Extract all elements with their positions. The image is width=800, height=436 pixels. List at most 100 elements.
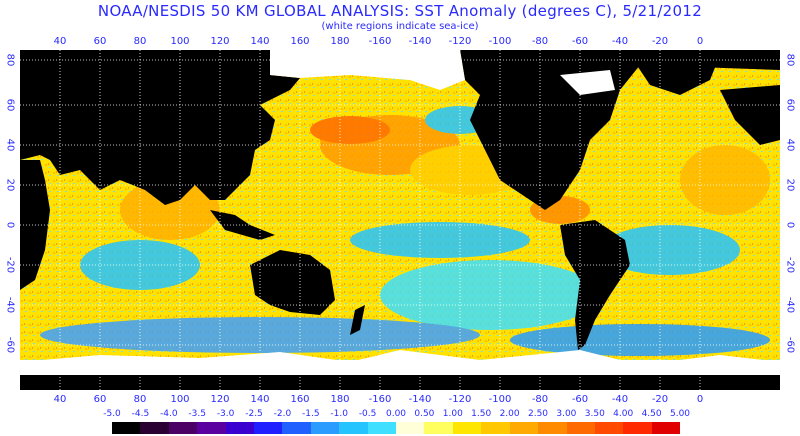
colorbar-swatch xyxy=(452,422,482,434)
lat-tick-label: 40 xyxy=(4,138,16,152)
antarctic-ice-edge xyxy=(20,350,780,370)
colorbar-swatch xyxy=(481,422,510,434)
lon-tick-label: 140 xyxy=(250,394,270,405)
hudson-ice xyxy=(560,70,615,95)
colorbar-swatch xyxy=(566,422,595,434)
colorbar-tick-label: 3.00 xyxy=(556,409,577,419)
lat-tick-label: -40 xyxy=(784,296,796,314)
patch xyxy=(600,225,740,275)
lat-tick-label: 80 xyxy=(784,53,796,67)
colorbar-tick-label: 3.50 xyxy=(584,409,605,419)
lat-tick-label: 60 xyxy=(4,98,16,112)
patch xyxy=(680,145,770,215)
colorbar-tick-label: 4.50 xyxy=(641,409,662,419)
lat-tick-label: -60 xyxy=(784,336,796,354)
lat-tick-label: -60 xyxy=(4,336,16,354)
lon-tick-label: 140 xyxy=(250,36,270,47)
map-subtitle: (white regions indicate sea-ice) xyxy=(321,21,479,32)
colorbar-tick-label: -5.0 xyxy=(103,409,121,419)
lon-tick-label: 180 xyxy=(330,394,350,405)
lon-tick-label: -80 xyxy=(531,36,549,47)
colorbar-tick-label: -3.0 xyxy=(216,409,235,419)
graticule xyxy=(20,50,780,390)
colorbar-swatch xyxy=(254,422,283,434)
latitude-axis-right: 80 60 40 20 0 -20 -40 -60 xyxy=(780,50,800,390)
colorbar-tick-label: 4.00 xyxy=(613,409,634,419)
colorbar-swatch xyxy=(140,422,169,434)
colorbar-swatch xyxy=(623,422,652,434)
lon-tick-label: -160 xyxy=(368,394,392,405)
colorbar-swatch xyxy=(112,422,141,434)
lon-tick-label: 0 xyxy=(696,394,704,405)
lat-tick-label: 80 xyxy=(4,53,16,67)
lon-tick-label: -20 xyxy=(651,394,669,405)
south-america xyxy=(560,220,630,350)
colorbar-labels: -5.0 -4.5 -4.0 -3.5 -3.0 -2.5 -2.0 -1.5 -1.0 -0.5… xyxy=(80,409,720,421)
colorbar xyxy=(112,422,681,434)
patch xyxy=(380,260,600,330)
colorbar-tick-label: -0.5 xyxy=(358,409,377,419)
lon-tick-label: -40 xyxy=(611,394,629,405)
lon-tick-label: -40 xyxy=(611,36,629,47)
lon-tick-label: 40 xyxy=(53,394,67,405)
colorbar-swatch xyxy=(310,422,340,434)
sst-anomaly-map xyxy=(20,50,780,390)
lat-tick-label: -20 xyxy=(784,256,796,274)
lon-tick-label: 60 xyxy=(93,394,107,405)
lon-tick-label: -120 xyxy=(448,36,472,47)
colorbar-swatch xyxy=(594,422,624,434)
colorbar-tick-label: 1.50 xyxy=(471,409,492,419)
colorbar-swatch xyxy=(168,422,198,434)
lat-tick-label: -20 xyxy=(4,256,16,274)
colorbar-tick-label: 2.00 xyxy=(499,409,520,419)
lon-tick-label: -60 xyxy=(571,36,589,47)
lat-tick-label: 20 xyxy=(784,178,796,192)
patch xyxy=(310,116,390,144)
lat-tick-label: -40 xyxy=(4,296,16,314)
antarctica xyxy=(20,375,780,390)
colorbar-tick-label: -2.5 xyxy=(245,409,263,419)
eurasia xyxy=(20,50,300,205)
lon-tick-label: -80 xyxy=(531,394,549,405)
australia xyxy=(250,250,335,315)
europe-west xyxy=(720,85,780,145)
lon-tick-label: 0 xyxy=(696,36,704,47)
colorbar-tick-label: -4.5 xyxy=(131,409,150,419)
longitude-axis-top: 40 60 80 100 120 140 160 180 -160 -140 -120 -100 -80… xyxy=(20,36,780,50)
lat-tick-label: 0 xyxy=(784,221,796,229)
lon-tick-label: 60 xyxy=(93,36,107,47)
colorbar-tick-label: -4.0 xyxy=(160,409,178,419)
lon-tick-label: 100 xyxy=(170,36,190,47)
colorbar-swatch xyxy=(282,422,311,434)
lon-tick-label: -20 xyxy=(651,36,669,47)
colorbar-tick-label: -1.5 xyxy=(302,409,320,419)
lon-tick-label: 120 xyxy=(210,394,230,405)
colorbar-swatch xyxy=(225,422,255,434)
lon-tick-label: -100 xyxy=(488,394,512,405)
lon-tick-label: 160 xyxy=(290,394,310,405)
colorbar-swatch xyxy=(509,422,539,434)
lon-tick-label: -160 xyxy=(368,36,392,47)
lon-tick-label: 180 xyxy=(330,36,350,47)
lon-tick-label: 80 xyxy=(133,394,147,405)
colorbar-swatch xyxy=(538,422,567,434)
lon-tick-label: -140 xyxy=(408,36,432,47)
lat-tick-label: 40 xyxy=(784,138,796,152)
lat-tick-label: 0 xyxy=(4,221,16,229)
colorbar-swatch xyxy=(396,422,425,434)
colorbar-swatch xyxy=(367,422,397,434)
lon-tick-label: 100 xyxy=(170,394,190,405)
anomaly-patches xyxy=(40,106,770,356)
lon-tick-label: -140 xyxy=(408,394,432,405)
colorbar-swatch xyxy=(651,422,681,434)
lon-tick-label: -120 xyxy=(448,394,472,405)
colorbar-tick-label: 1.00 xyxy=(442,409,463,419)
lon-tick-label: 120 xyxy=(210,36,230,47)
patch xyxy=(510,324,770,356)
greenland xyxy=(630,55,720,95)
map-title: NOAA/NESDIS 50 KM GLOBAL ANALYSIS: SST A… xyxy=(97,2,703,20)
colorbar-tick-label: -1.0 xyxy=(330,409,348,419)
latitude-axis-left: 80 60 40 20 0 -20 -40 -60 xyxy=(0,50,20,390)
new-zealand xyxy=(350,305,365,335)
lon-tick-label: -100 xyxy=(488,36,512,47)
